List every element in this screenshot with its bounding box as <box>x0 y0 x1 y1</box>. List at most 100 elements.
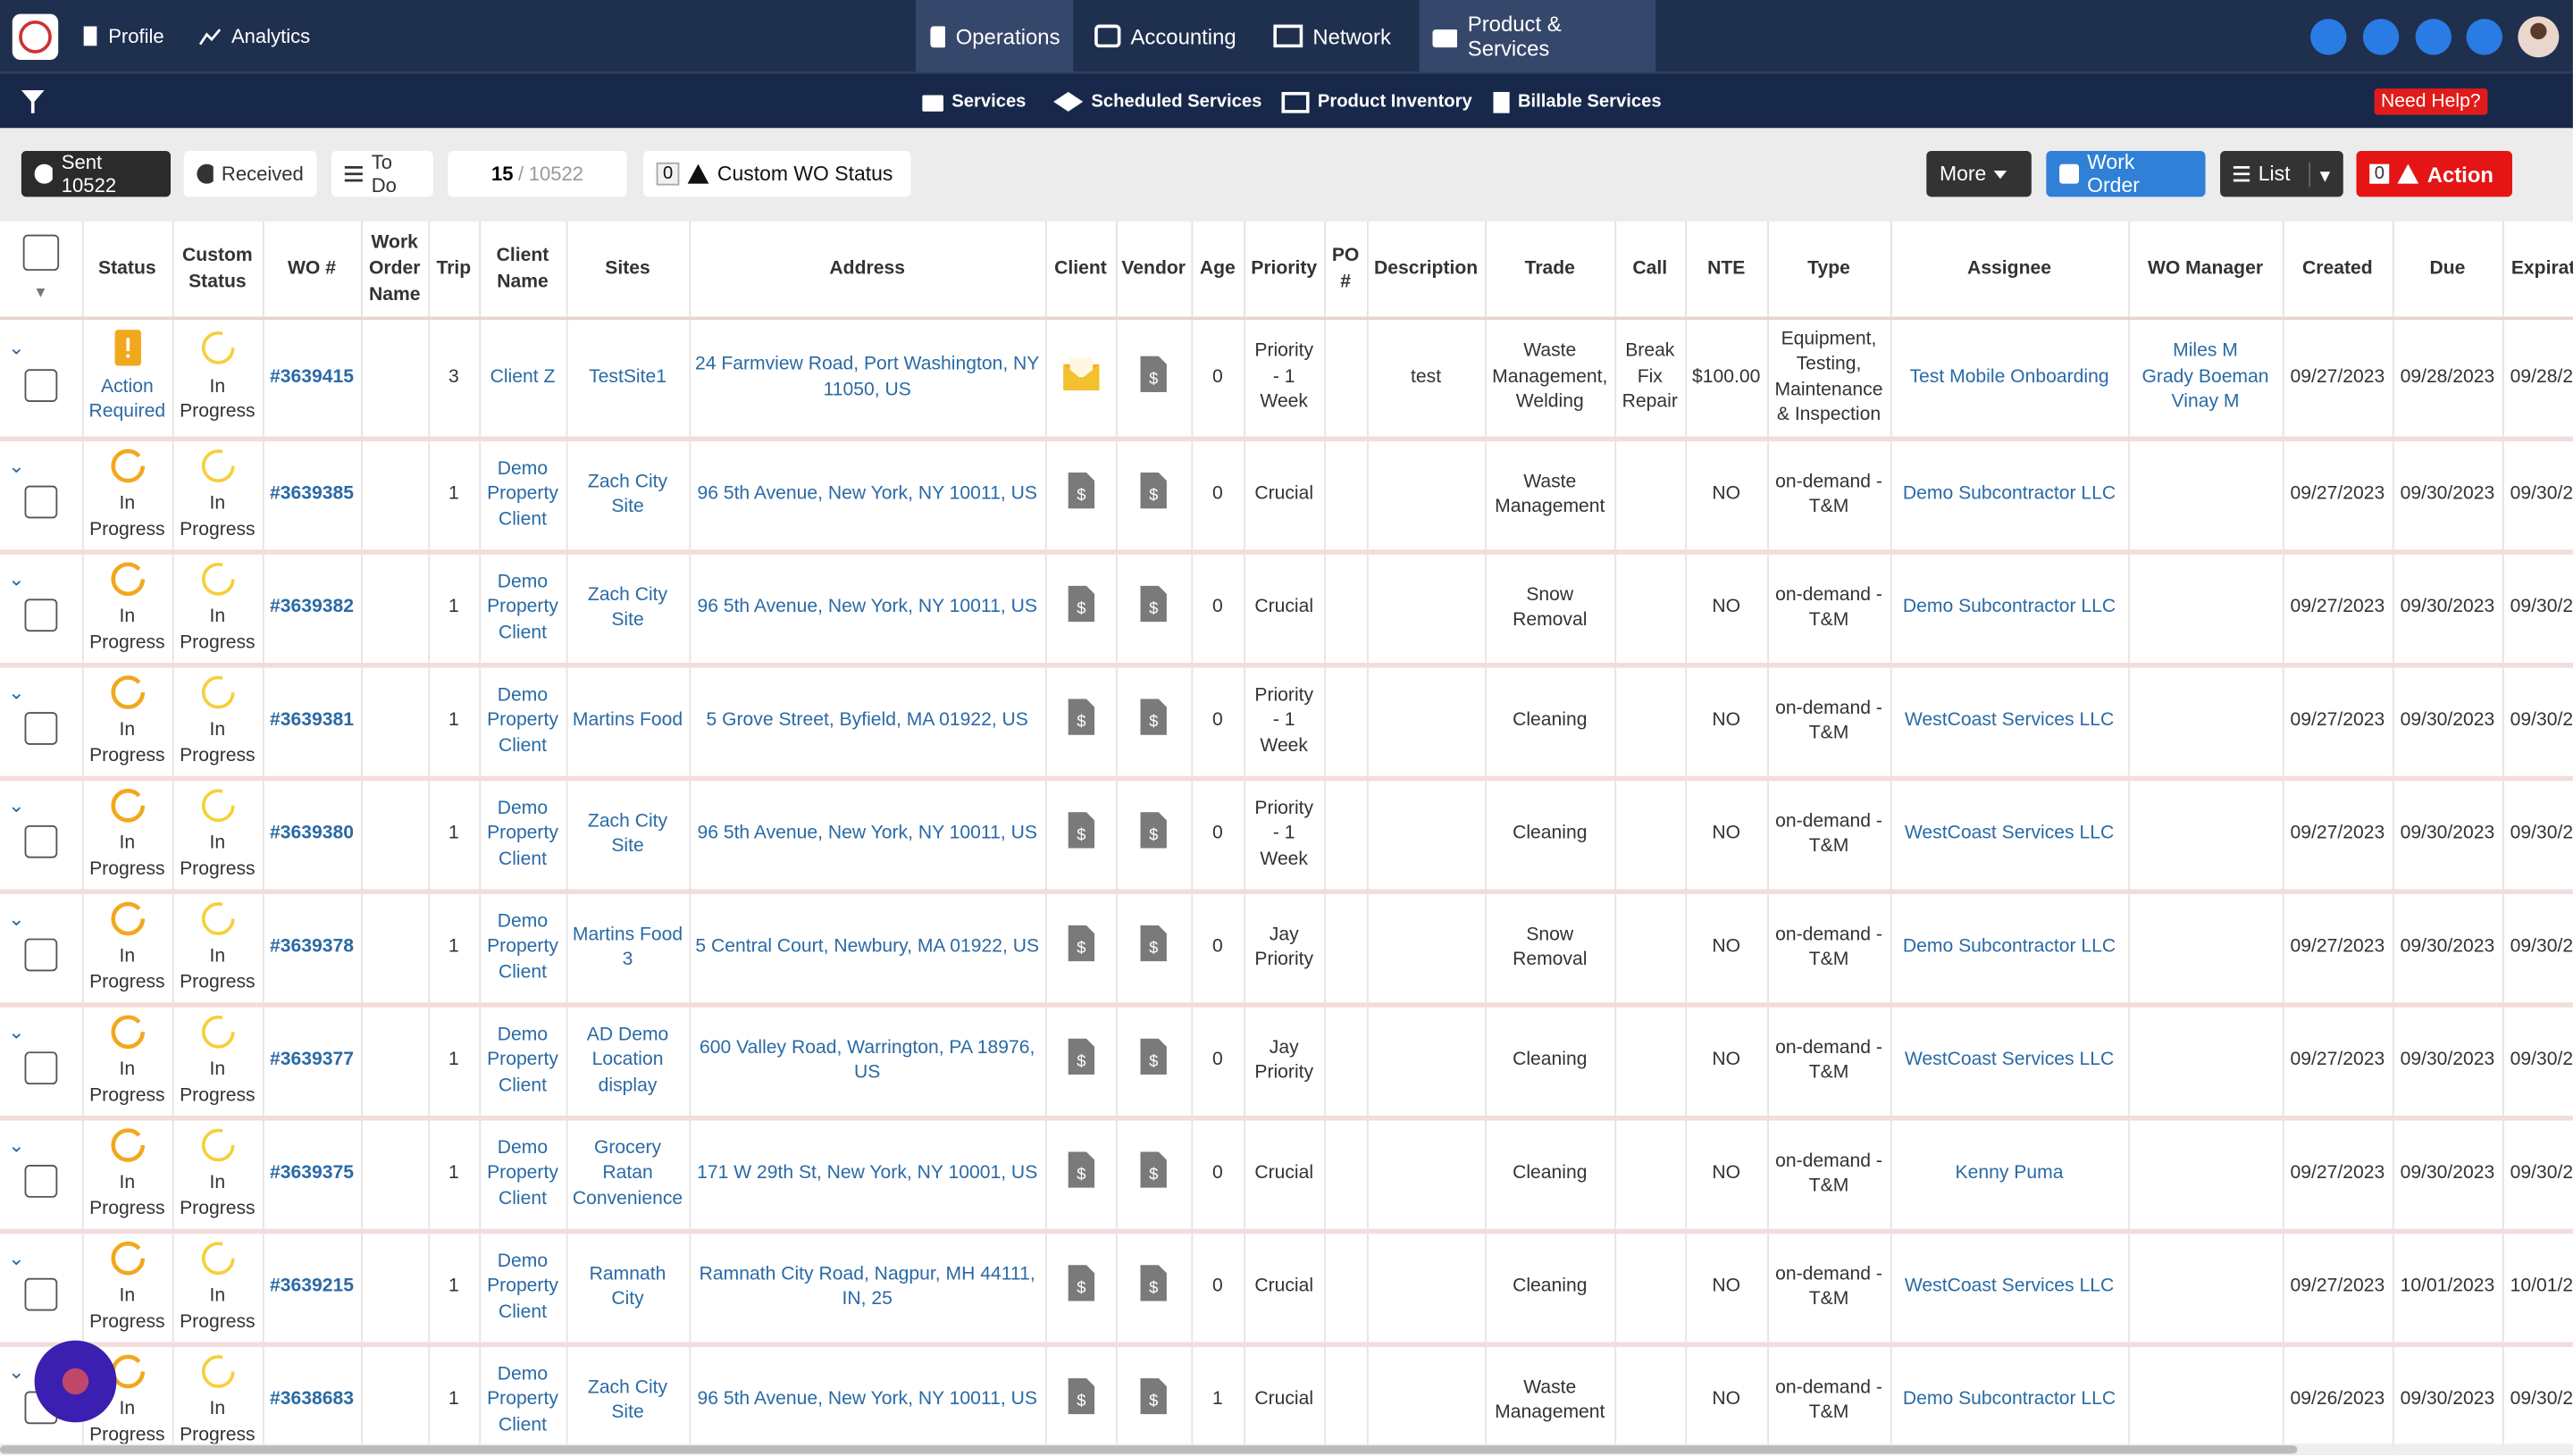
cell-text[interactable]: #3639375 <box>269 1163 354 1184</box>
cell-text[interactable]: Demo Subcontractor LLC <box>1902 598 2116 618</box>
cell-text[interactable]: 96 5th Avenue, New York, NY 10011, US <box>697 1390 1037 1410</box>
cell-text[interactable]: Zach City Site <box>587 472 668 517</box>
work-order-button[interactable]: Work Order <box>2046 150 2206 197</box>
doc-icon[interactable]: $ <box>1139 699 1169 736</box>
doc-icon[interactable]: $ <box>1139 812 1169 849</box>
chat-bubble[interactable] <box>33 1339 119 1425</box>
cell-text[interactable]: #3639380 <box>269 824 354 844</box>
action-button[interactable]: 0 Action <box>2356 150 2512 197</box>
manager-name[interactable]: Miles M <box>2173 341 2238 362</box>
doc-icon[interactable]: $ <box>1066 812 1095 849</box>
cell-text[interactable]: Grocery Ratan Convenience <box>572 1138 683 1209</box>
row-checkbox[interactable] <box>24 1277 57 1311</box>
cell-text[interactable]: #3638683 <box>269 1390 354 1410</box>
received-button[interactable]: Received <box>183 150 317 197</box>
cell-text[interactable]: 96 5th Avenue, New York, NY 10011, US <box>697 598 1037 618</box>
doc-icon[interactable]: $ <box>1139 1378 1169 1415</box>
cell-text[interactable]: Demo Property Client <box>487 685 558 757</box>
row-checkbox[interactable] <box>24 368 57 402</box>
cell-text[interactable]: #3639377 <box>269 1050 354 1070</box>
list-button[interactable]: List ▾ <box>2220 150 2343 197</box>
cell-text[interactable]: Demo Subcontractor LLC <box>1902 484 2116 505</box>
cell-text[interactable]: Demo Subcontractor LLC <box>1902 1390 2116 1410</box>
doc-icon[interactable]: $ <box>1066 699 1095 736</box>
doc-icon[interactable]: $ <box>1066 1265 1095 1301</box>
manager-name[interactable]: Vinay M <box>2171 392 2240 413</box>
row-checkbox[interactable] <box>24 712 57 745</box>
custom-status-button[interactable]: 0 Custom WO Status <box>642 150 911 197</box>
cell-text[interactable]: Zach City Site <box>587 811 668 857</box>
cell-text[interactable]: Test Mobile Onboarding <box>1909 366 2109 388</box>
doc-icon[interactable]: $ <box>1066 473 1095 509</box>
row-checkbox[interactable] <box>24 1051 57 1085</box>
cell-text[interactable]: Demo Property Client <box>487 1138 558 1209</box>
doc-icon[interactable]: $ <box>1139 1265 1169 1301</box>
cell-text[interactable]: Demo Property Client <box>487 911 558 983</box>
cell-text[interactable]: Ramnath City Road, Nagpur, MH 44111, IN,… <box>699 1264 1035 1310</box>
cell-text[interactable]: Demo Property Client <box>487 1364 558 1435</box>
doc-icon[interactable]: $ <box>1066 1039 1095 1075</box>
cell-text[interactable]: 5 Grove Street, Byfield, MA 01922, US <box>706 710 1028 731</box>
cell-text[interactable]: 600 Valley Road, Warrington, PA 18976, U… <box>700 1037 1035 1084</box>
subnav-item[interactable]: Services <box>922 74 1026 130</box>
row-checkbox[interactable] <box>24 938 57 972</box>
nav-item[interactable]: Product & Services <box>1419 0 1656 72</box>
nav-item[interactable]: Profile <box>82 0 164 72</box>
cell-text[interactable]: Demo Property Client <box>487 799 558 869</box>
cell-text[interactable]: AD Demo Location display <box>586 1025 669 1096</box>
row-checkbox[interactable] <box>24 598 57 632</box>
nav-item[interactable]: Operations <box>915 0 1074 72</box>
row-checkbox[interactable] <box>24 1165 57 1198</box>
cell-text[interactable]: Kenny Puma <box>1955 1163 2064 1184</box>
nav-item[interactable]: Accounting <box>1081 0 1249 72</box>
row-checkbox[interactable] <box>24 485 57 519</box>
cell-text[interactable]: #3639381 <box>269 710 354 731</box>
cell-text[interactable]: Zach City Site <box>587 1377 668 1423</box>
cell-text[interactable]: #3639215 <box>269 1276 354 1297</box>
row-checkbox[interactable] <box>24 824 57 858</box>
doc-icon[interactable]: $ <box>1139 1039 1169 1075</box>
nav-item[interactable]: Analytics <box>198 0 310 72</box>
cell-text[interactable]: Demo Property Client <box>487 458 558 530</box>
cell-text[interactable]: Zach City Site <box>587 584 668 631</box>
cell-text[interactable]: #3639415 <box>269 366 354 388</box>
doc-icon[interactable]: $ <box>1066 586 1095 623</box>
doc-icon[interactable]: $ <box>1066 925 1095 962</box>
cell-text[interactable]: WestCoast Services LLC <box>1904 1050 2115 1070</box>
todo-button[interactable]: To Do <box>331 150 433 197</box>
cell-text[interactable]: Martins Food 3 <box>572 924 683 970</box>
cell-text[interactable]: WestCoast Services LLC <box>1904 824 2115 844</box>
subnav-item[interactable]: Product Inventory <box>1281 74 1472 130</box>
cell-text[interactable]: 5 Central Court, Newbury, MA 01922, US <box>695 937 1040 958</box>
doc-icon[interactable]: $ <box>1066 1151 1095 1189</box>
doc-icon[interactable]: $ <box>1139 356 1169 392</box>
cell-text[interactable]: Client Z <box>490 366 556 388</box>
select-all[interactable] <box>22 233 59 271</box>
doc-icon[interactable]: $ <box>1139 586 1169 623</box>
cell-text[interactable]: 171 W 29th St, New York, NY 10001, US <box>697 1163 1038 1184</box>
cell-text[interactable]: TestSite1 <box>589 366 666 388</box>
cell-text[interactable]: Martins Food <box>572 710 683 731</box>
sent-button[interactable]: Sent 10522 <box>21 150 172 197</box>
help-button[interactable]: Need Help? <box>2374 88 2487 115</box>
subnav-item[interactable]: Billable Services <box>1493 74 1662 130</box>
doc-icon[interactable] <box>1062 356 1099 390</box>
cell-text[interactable]: WestCoast Services LLC <box>1904 1276 2115 1297</box>
cell-text[interactable]: Demo Property Client <box>487 572 558 643</box>
nav-item[interactable]: Network <box>1261 0 1404 72</box>
subnav-item[interactable]: Scheduled Services <box>1053 74 1261 130</box>
cell-text[interactable]: Demo Property Client <box>487 1251 558 1322</box>
more-button[interactable]: More <box>1926 150 2032 197</box>
cell-text[interactable]: Action Required <box>88 376 166 423</box>
doc-icon[interactable]: $ <box>1139 473 1169 509</box>
cell-text[interactable]: 96 5th Avenue, New York, NY 10011, US <box>697 484 1037 505</box>
doc-icon[interactable]: $ <box>1139 925 1169 962</box>
cell-text[interactable]: #3639382 <box>269 598 354 618</box>
cell-text[interactable]: #3639385 <box>269 484 354 505</box>
cell-text[interactable]: Demo Property Client <box>487 1025 558 1096</box>
manager-name[interactable]: Grady Boeman <box>2141 366 2269 388</box>
cell-text[interactable]: WestCoast Services LLC <box>1904 710 2115 731</box>
doc-icon[interactable]: $ <box>1066 1378 1095 1415</box>
doc-icon[interactable]: $ <box>1139 1151 1169 1189</box>
cell-text[interactable]: Ramnath City <box>589 1264 666 1310</box>
